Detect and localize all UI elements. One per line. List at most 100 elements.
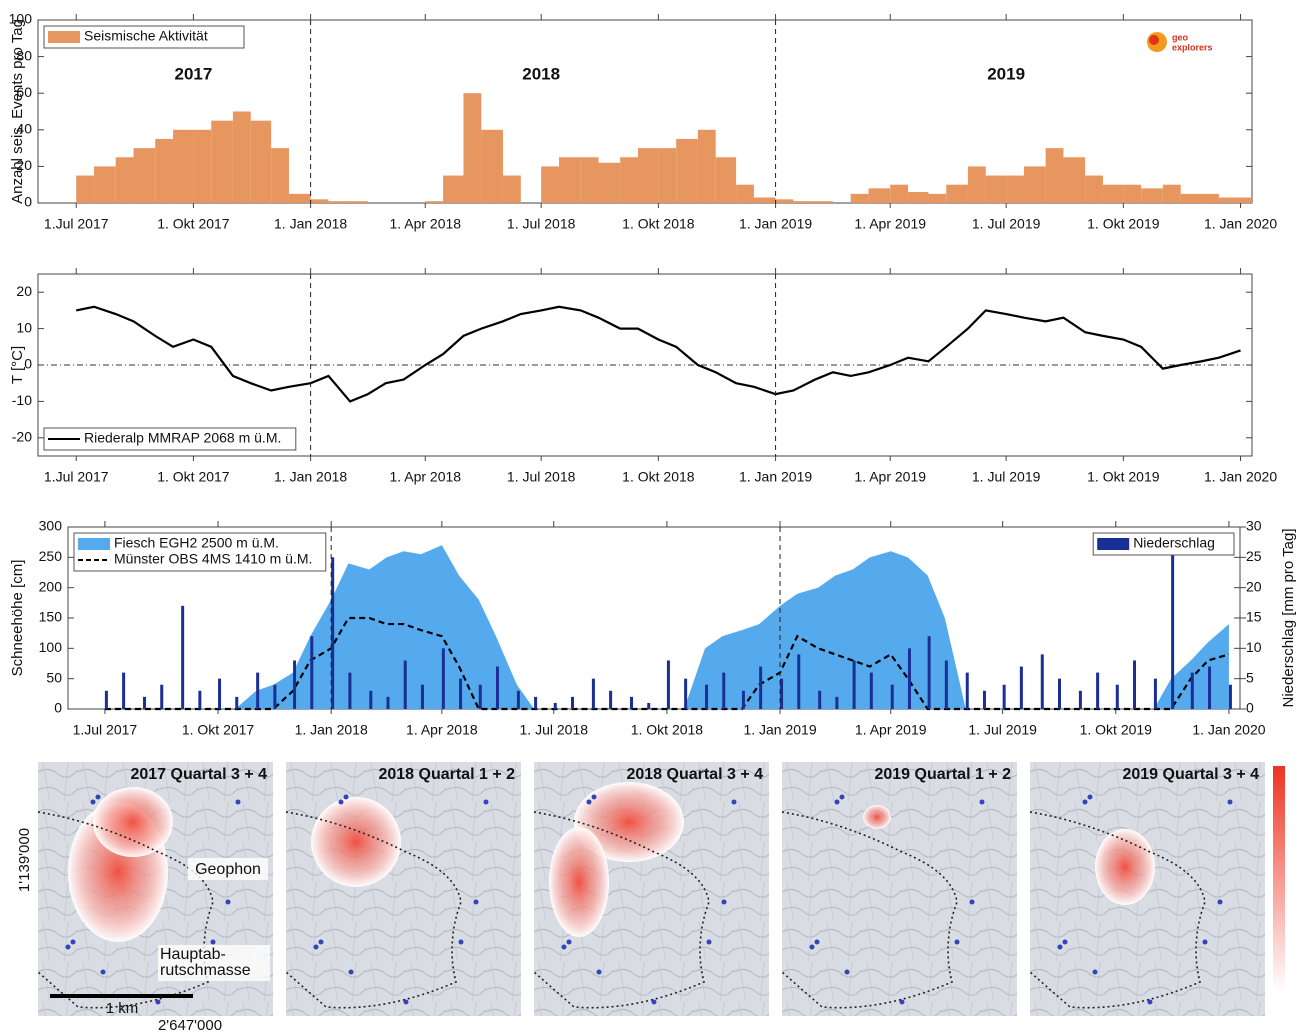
legend-label: Fiesch EGH2 2500 m ü.M. bbox=[114, 535, 279, 551]
bar bbox=[638, 148, 658, 203]
y-tick-label: 150 bbox=[39, 609, 63, 625]
geophone-label: Geophon bbox=[195, 861, 261, 878]
bar bbox=[684, 679, 687, 709]
bar bbox=[1133, 660, 1136, 709]
maps: 2017 Quartal 3 + 4GeophonHauptab-rutschm… bbox=[38, 762, 1265, 1017]
line bbox=[76, 307, 1240, 402]
geophone bbox=[1228, 800, 1233, 805]
x-tick-label: 1. Okt 2017 bbox=[182, 722, 255, 738]
bar bbox=[311, 199, 329, 203]
bar bbox=[667, 660, 670, 709]
y2-tick-label: 20 bbox=[1246, 578, 1262, 594]
bar bbox=[1171, 551, 1174, 709]
geophone bbox=[1083, 800, 1088, 805]
y2-tick-label: 25 bbox=[1246, 548, 1262, 564]
x-tick-label: 1. Okt 2019 bbox=[1087, 469, 1160, 485]
density-blob bbox=[863, 805, 891, 829]
bar bbox=[251, 121, 271, 203]
bar bbox=[759, 667, 762, 709]
bar bbox=[581, 157, 599, 203]
bar bbox=[160, 685, 163, 709]
bar bbox=[1063, 157, 1085, 203]
geophone bbox=[900, 1000, 905, 1005]
geophone bbox=[840, 795, 845, 800]
map-panel: 2018 Quartal 3 + 4 bbox=[534, 762, 769, 1016]
chart: -20-10010201.Jul 20171. Okt 20171. Jan 2… bbox=[9, 268, 1277, 485]
geophone bbox=[810, 945, 815, 950]
x-tick-label: 1. Jan 2018 bbox=[295, 722, 368, 738]
bar bbox=[1208, 667, 1211, 709]
mass-label: rutschmasse bbox=[160, 962, 251, 979]
logo-icon bbox=[1149, 35, 1159, 45]
bar bbox=[1058, 679, 1061, 709]
x-tick-label: 1. Jul 2019 bbox=[968, 722, 1037, 738]
logo-text: explorers bbox=[1172, 42, 1213, 52]
bar bbox=[983, 691, 986, 709]
legend-label: Niederschlag bbox=[1133, 535, 1215, 551]
x-tick-label: 1. Okt 2018 bbox=[622, 469, 695, 485]
bar bbox=[554, 703, 557, 709]
geophone bbox=[1088, 795, 1093, 800]
bar bbox=[966, 673, 969, 709]
geophone bbox=[1148, 1000, 1153, 1005]
y-axis-label: Anzahl seis. Events pro Tag bbox=[9, 19, 26, 204]
geophone bbox=[597, 970, 602, 975]
bar bbox=[369, 691, 372, 709]
y-tick-label: 50 bbox=[46, 669, 62, 685]
legend-swatch bbox=[1097, 538, 1129, 550]
geophone bbox=[1058, 945, 1063, 950]
x-tick-label: 1.Jul 2017 bbox=[73, 722, 138, 738]
annotation: 2017 bbox=[174, 64, 212, 83]
bar bbox=[271, 148, 289, 203]
map-panel: 2019 Quartal 1 + 2 bbox=[782, 762, 1017, 1016]
x-tick-label: 1. Apr 2018 bbox=[389, 216, 461, 232]
bar bbox=[797, 654, 800, 709]
x-tick-label: 1. Apr 2019 bbox=[854, 469, 926, 485]
geophone bbox=[845, 970, 850, 975]
x-tick-label: 1. Jul 2018 bbox=[507, 469, 576, 485]
bar bbox=[404, 660, 407, 709]
bar bbox=[443, 176, 463, 203]
annotation: 2019 bbox=[987, 64, 1025, 83]
legend-label: Münster OBS 4MS 1410 m ü.M. bbox=[114, 551, 312, 567]
annotation: 2018 bbox=[522, 64, 560, 83]
y-tick-label: 10 bbox=[16, 319, 32, 335]
bar bbox=[211, 121, 233, 203]
geophone bbox=[349, 970, 354, 975]
bar bbox=[116, 157, 134, 203]
bar bbox=[94, 166, 116, 203]
bar bbox=[459, 679, 462, 709]
bar bbox=[986, 176, 1006, 203]
bar bbox=[1003, 685, 1006, 709]
bar bbox=[870, 673, 873, 709]
bar bbox=[559, 157, 581, 203]
map-title: 2018 Quartal 1 + 2 bbox=[378, 766, 515, 783]
bar bbox=[218, 679, 221, 709]
colorbar bbox=[1273, 766, 1285, 991]
y2-tick-label: 15 bbox=[1246, 609, 1262, 625]
geophone bbox=[236, 800, 241, 805]
bar bbox=[853, 660, 856, 709]
bar bbox=[599, 163, 621, 203]
mass-label: Hauptab- bbox=[160, 946, 226, 963]
bar bbox=[463, 93, 481, 203]
x-tick-label: 1.Jul 2017 bbox=[44, 216, 109, 232]
geophone bbox=[970, 900, 975, 905]
chart: 0501001502002503000510152025301.Jul 2017… bbox=[9, 518, 1297, 738]
geophone bbox=[101, 970, 106, 975]
geophone bbox=[1203, 940, 1208, 945]
bar bbox=[815, 201, 833, 203]
bar bbox=[256, 673, 259, 709]
geophone bbox=[459, 940, 464, 945]
bar bbox=[630, 697, 633, 709]
bar bbox=[1191, 673, 1194, 709]
bar bbox=[891, 685, 894, 709]
x-tick-label: 1. Jan 2019 bbox=[743, 722, 816, 738]
scale-label: 1 km bbox=[106, 1000, 139, 1017]
bar bbox=[1229, 685, 1232, 709]
y2-axis-label: Niederschlag [mm pro Tag] bbox=[1280, 529, 1297, 708]
bar bbox=[946, 185, 968, 203]
bar bbox=[289, 194, 311, 203]
bar bbox=[273, 685, 276, 709]
x-tick-label: 1. Jul 2018 bbox=[520, 722, 589, 738]
